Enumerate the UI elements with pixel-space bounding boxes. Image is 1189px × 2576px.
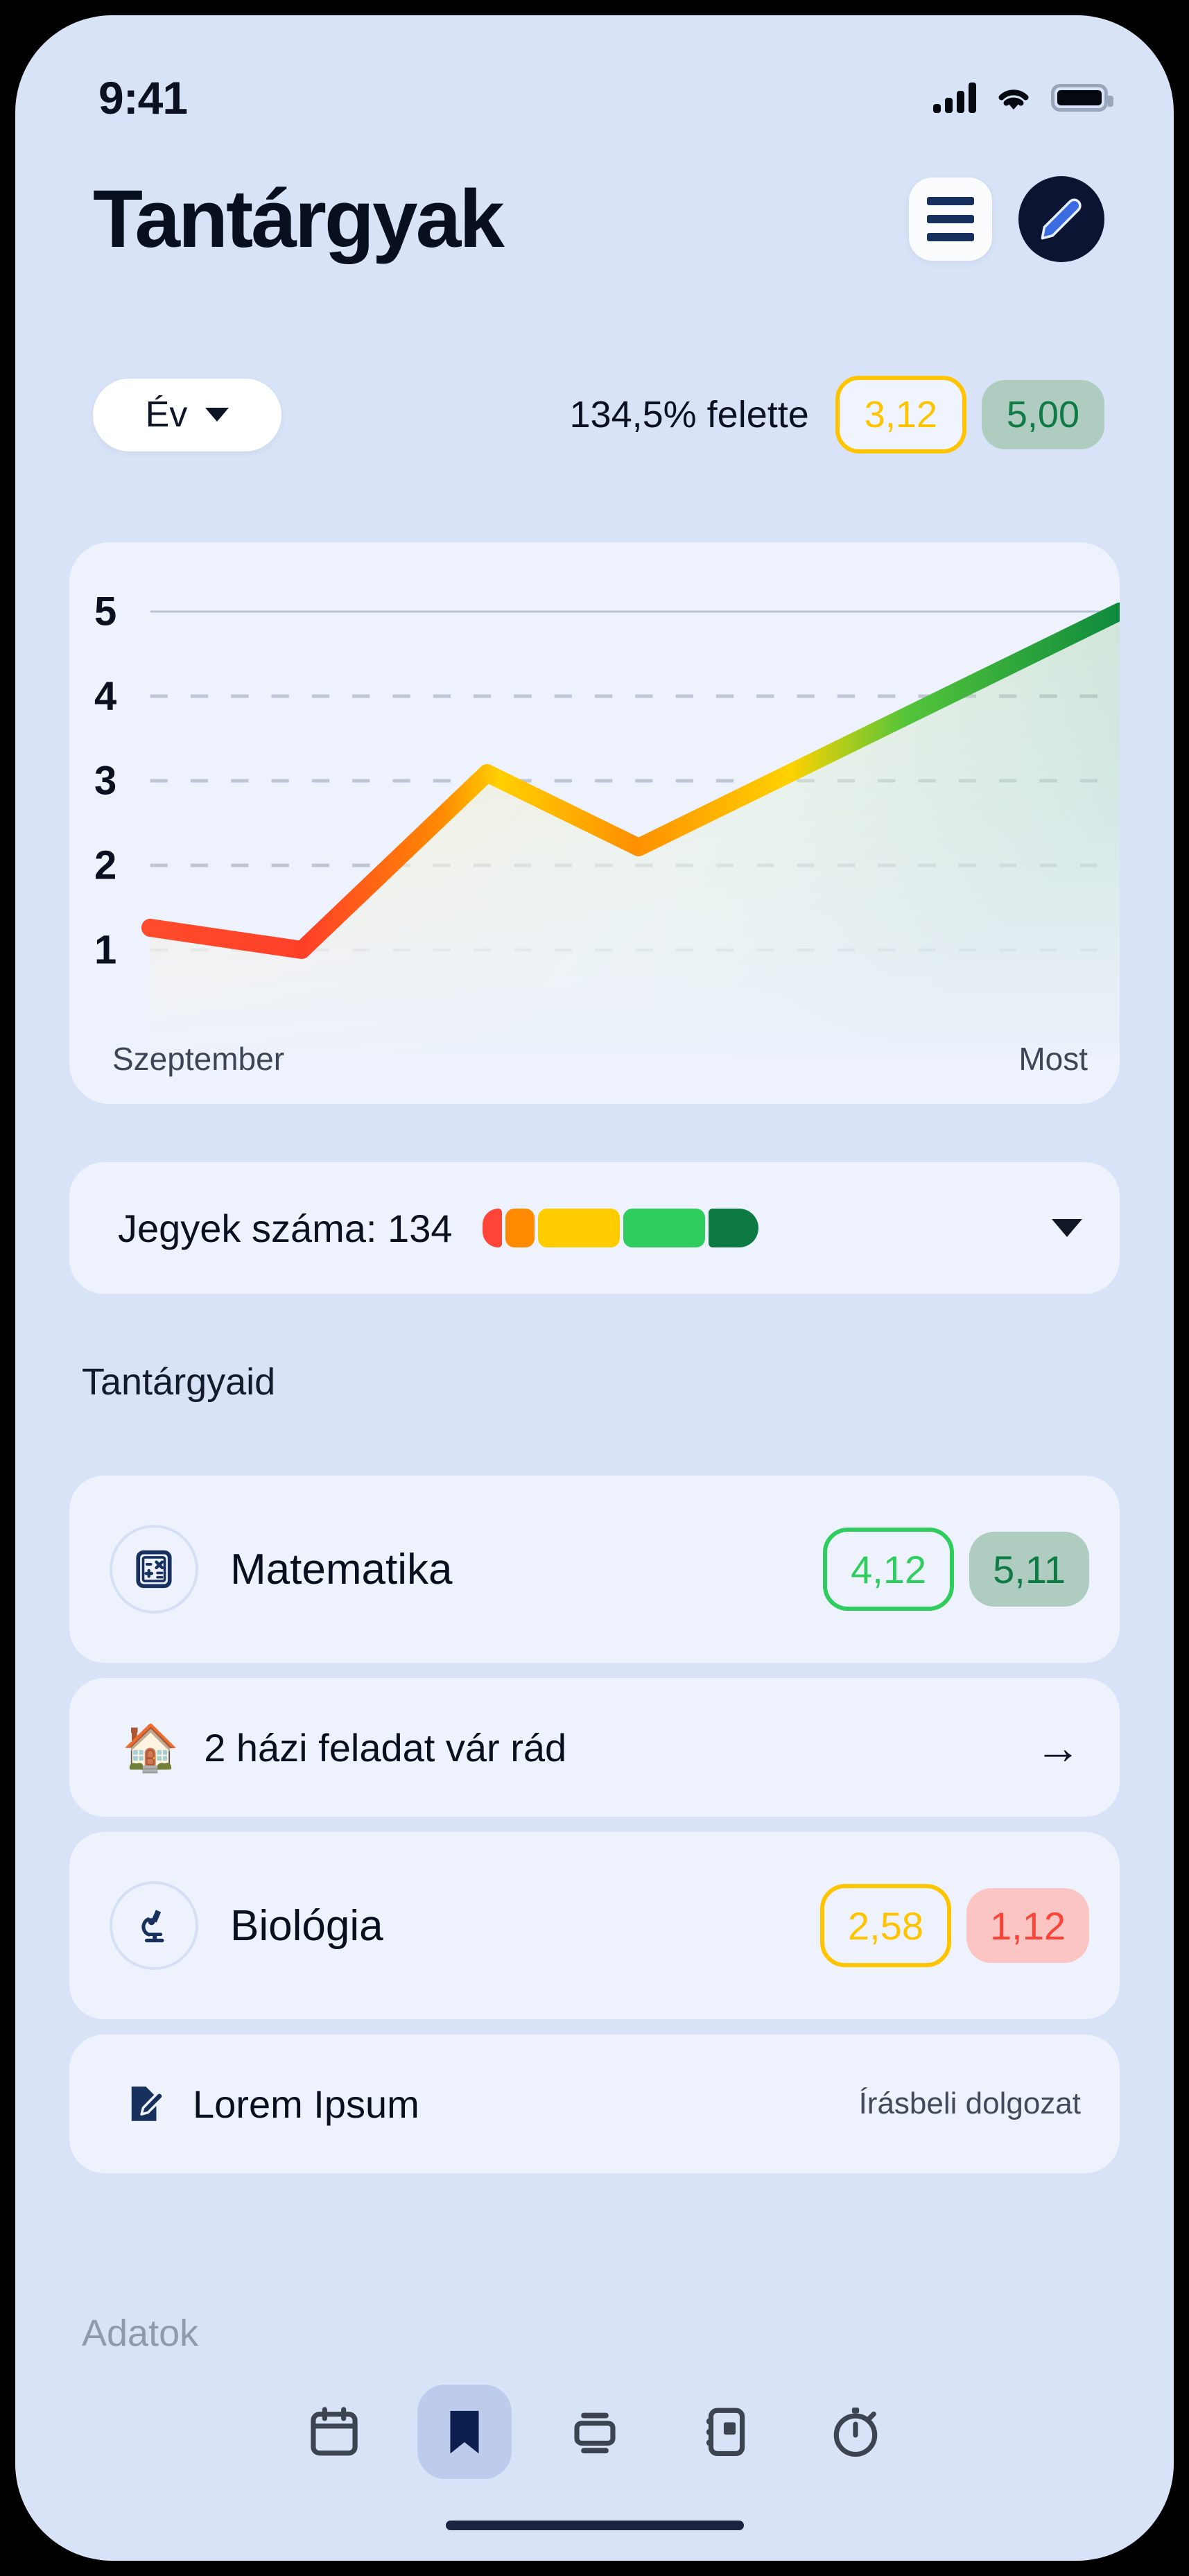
arrow-right-icon[interactable]: →: [1035, 1722, 1081, 1773]
subjects-list: Matematika 4,12 5,11 🏠 2 házi feladat vá…: [69, 1476, 1120, 2188]
pencil-edit-icon[interactable]: [1018, 176, 1104, 262]
grade-count-label: Jegyek száma: 134: [118, 1206, 453, 1250]
grade-segment-2: [505, 1209, 535, 1247]
battery-full-icon: [1051, 84, 1113, 112]
subject-average-badge: 2,58: [820, 1884, 951, 1967]
wifi-icon: [998, 89, 1029, 110]
grade-trend-chart-card[interactable]: 5 4 3 2 1 Szeptember Most: [69, 542, 1120, 1104]
chevron-down-icon[interactable]: [1052, 1219, 1082, 1237]
microscope-icon: [110, 1881, 198, 1970]
subject-average-badge: 4,12: [823, 1528, 955, 1611]
bottom-tab-bar: [15, 2385, 1174, 2479]
y-axis-tick-1: 1: [94, 927, 117, 973]
filter-row: Év 134,5% felette 3,12 5,00: [15, 376, 1174, 453]
document-title: Lorem Ipsum: [193, 2082, 419, 2126]
above-percentage-text: 134,5% felette: [569, 394, 809, 435]
house-emoji-icon: 🏠: [122, 1722, 180, 1773]
grade-segment-4: [623, 1209, 706, 1247]
grade-distribution-bar: [483, 1209, 759, 1247]
period-label: Év: [145, 395, 188, 435]
calculator-icon: [110, 1525, 198, 1614]
grade-segment-3: [538, 1209, 620, 1247]
grade-trend-chart: [141, 603, 1120, 1055]
grade-segment-5: [709, 1209, 759, 1247]
subject-best-badge: 5,11: [969, 1532, 1089, 1607]
document-pen-icon: [122, 2081, 168, 2127]
period-dropdown[interactable]: Év: [93, 378, 281, 451]
best-badge: 5,00: [981, 380, 1104, 449]
list-item-subject-biologia[interactable]: Biológia 2,58 1,12: [69, 1832, 1120, 2019]
status-time: 9:41: [98, 72, 188, 123]
subject-name: Matematika: [230, 1545, 453, 1593]
status-icons: [933, 83, 1113, 113]
list-item-subject-matematika[interactable]: Matematika 4,12 5,11: [69, 1476, 1120, 1663]
tab-calendar[interactable]: [287, 2385, 381, 2479]
subject-name: Biológia: [230, 1901, 383, 1950]
y-axis-tick-3: 3: [94, 758, 117, 804]
x-axis-tick-start: Szeptember: [112, 1041, 285, 1077]
document-type-label: Írásbeli dolgozat: [858, 2086, 1081, 2120]
subjects-section-heading: Tantárgyaid: [82, 1361, 276, 1403]
grade-count-card[interactable]: Jegyek száma: 134: [69, 1162, 1120, 1294]
list-item-homework[interactable]: 🏠 2 házi feladat vár rád →: [69, 1678, 1120, 1817]
subject-latest-badge: 1,12: [966, 1888, 1089, 1963]
caret-down-icon: [205, 408, 229, 422]
app-header: Tantárgyak: [15, 176, 1174, 262]
tab-stopwatch[interactable]: [808, 2385, 903, 2479]
x-axis-tick-end: Most: [1018, 1041, 1088, 1077]
page-title: Tantárgyak: [93, 173, 505, 265]
y-axis-tick-2: 2: [94, 842, 117, 888]
hamburger-menu-icon[interactable]: [909, 178, 992, 261]
y-axis-tick-4: 4: [94, 673, 117, 719]
app-screen: 9:41 Tantárgyak: [15, 15, 1174, 2561]
tab-bookmark[interactable]: [417, 2385, 512, 2479]
status-bar: 9:41: [15, 15, 1174, 147]
data-section-label: Adatok: [82, 2313, 199, 2354]
tab-notebook[interactable]: [678, 2385, 772, 2479]
home-indicator: [445, 2521, 744, 2530]
homework-text: 2 házi feladat vár rád: [204, 1725, 567, 1770]
tab-cards[interactable]: [548, 2385, 642, 2479]
average-badge: 3,12: [835, 376, 966, 453]
header-actions: [909, 176, 1104, 262]
cellular-bars-icon: [933, 83, 976, 113]
y-axis-tick-5: 5: [94, 589, 117, 634]
list-item-document-lorem-ipsum[interactable]: Lorem Ipsum Írásbeli dolgozat: [69, 2034, 1120, 2173]
grade-segment-1: [483, 1209, 503, 1247]
